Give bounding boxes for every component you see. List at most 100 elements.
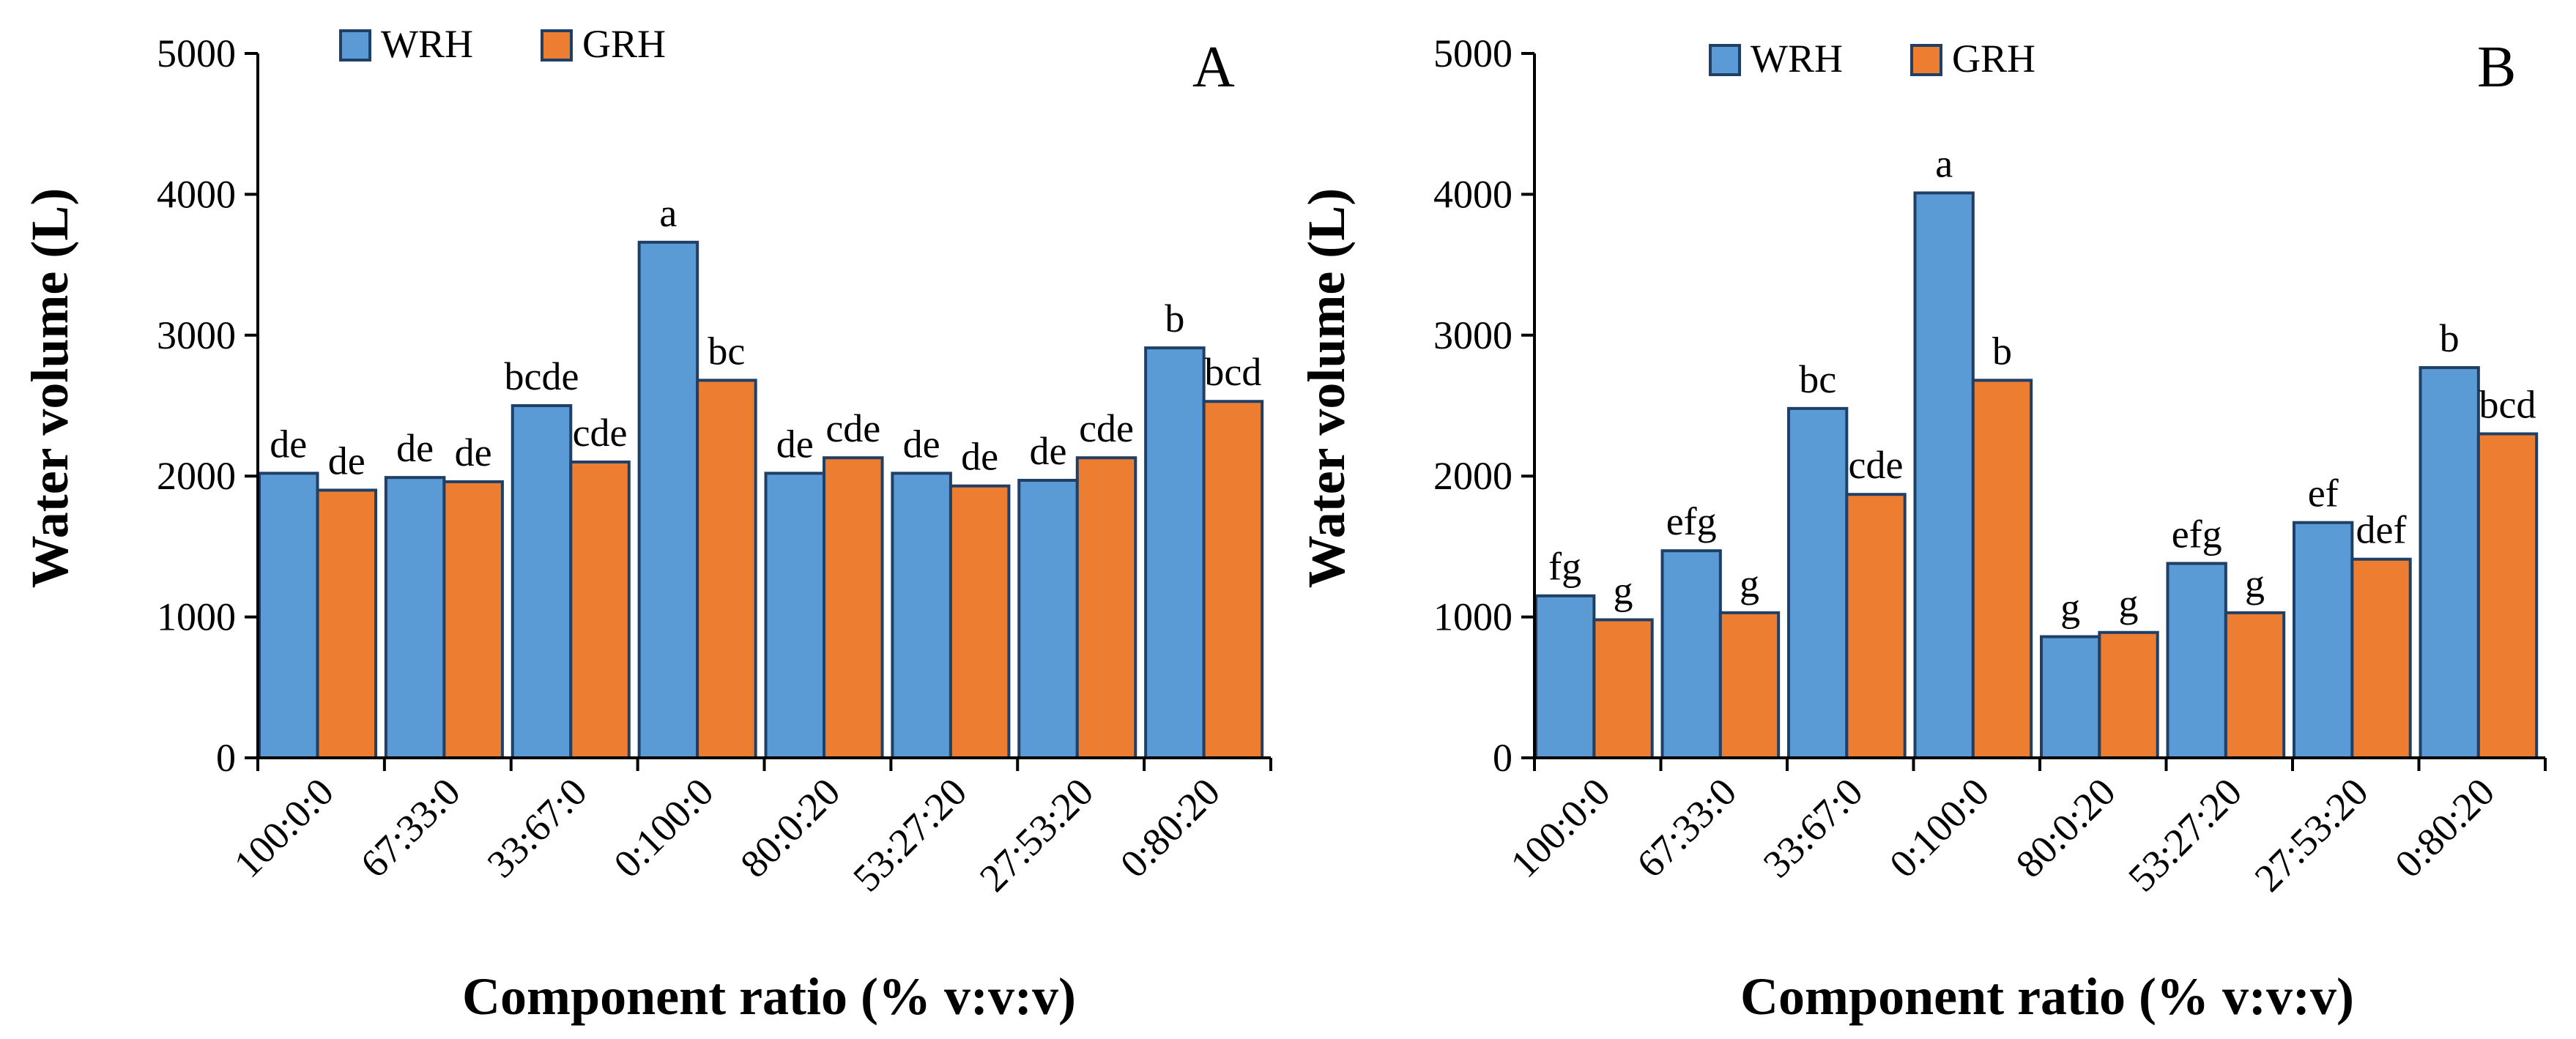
panel-b-bar-wrh-53:27:20 [2166, 562, 2227, 759]
panel-b-sig-label-wrh: fg [1548, 545, 1581, 589]
panel-b-category-label-0:80:20: 0:80:20 [2386, 770, 2503, 886]
panel-a-category-label-27:53:20: 27:53:20 [971, 770, 1102, 900]
panel-b-category-label-53:27:20: 53:27:20 [2120, 770, 2250, 900]
panel-b-legend-swatch-grh [1910, 44, 1942, 76]
panel-a-bar-grh-100:0:0 [316, 488, 378, 759]
panel-a-y-tick-label: 0 [216, 736, 236, 780]
panel-b-bar-wrh-33:67:0 [1787, 406, 1849, 760]
panel-a-sig-label-grh: bc [708, 329, 745, 373]
panel-a-sig-label-wrh: de [776, 422, 814, 466]
panel-b-category-label-80:0:20: 80:0:20 [2008, 770, 2124, 886]
panel-a-category-label-100:0:0: 100:0:0 [226, 770, 342, 886]
panel-a-category-label-53:27:20: 53:27:20 [845, 770, 975, 900]
panel-b-sig-label-wrh: bc [1799, 357, 1836, 401]
panel-b-bar-grh-0:80:20 [2476, 432, 2539, 759]
panel-a-category-label-80:0:20: 80:0:20 [732, 770, 848, 886]
panel-a-category-label-33:67:0: 33:67:0 [479, 770, 595, 886]
panel-b-bar-wrh-80:0:20 [2040, 635, 2101, 760]
panel-a-sig-label-grh: de [961, 435, 998, 479]
panel-a-bar-wrh-80:0:20 [764, 472, 826, 759]
panel-b-bar-wrh-100:0:0 [1534, 594, 1596, 759]
panel-b-sig-label-wrh: efg [1666, 499, 1717, 543]
panel-a-x-axis-title: Component ratio (% v:v:v) [462, 967, 1076, 1026]
panel-a-legend-swatch-grh [541, 29, 573, 62]
panel-b-bar-grh-67:33:0 [1718, 611, 1781, 759]
panel-b-legend-label-wrh: WRH [1751, 37, 1843, 81]
panel-b-sig-label-grh: cde [1849, 443, 1904, 487]
panel-b-bar-wrh-27:53:20 [2293, 521, 2354, 760]
panel-b-y-tick-label: 4000 [1433, 172, 1512, 216]
panel-a-y-tick-label: 1000 [157, 595, 236, 639]
panel-a-sig-label-grh: cde [573, 411, 628, 455]
panel-a-y-tick-label: 4000 [157, 172, 236, 216]
panel-a-panel-letter: A [1192, 35, 1235, 100]
panel-a-sig-label-grh: bcd [1204, 350, 1261, 394]
panel-a-bar-grh-53:27:20 [949, 484, 1011, 760]
panel-b-sig-label-grh: bcd [2479, 382, 2536, 426]
panel-b-x-axis-title: Component ratio (% v:v:v) [1740, 967, 2354, 1026]
panel-a-bar-grh-0:100:0 [696, 379, 757, 759]
panel-b-panel-letter: B [2477, 35, 2516, 100]
panel-b-y-tick-label: 0 [1493, 736, 1512, 780]
panel-a-sig-label-grh: cde [825, 406, 880, 450]
panel-a-bar-wrh-67:33:0 [384, 476, 446, 760]
panel-b-bar-grh-27:53:20 [2350, 557, 2412, 759]
panel-a-sig-label-wrh: bcde [505, 354, 579, 398]
panel-b-bar-grh-0:100:0 [1971, 379, 2033, 759]
panel-b-y-tick-label: 3000 [1433, 313, 1512, 357]
panel-b-sig-label-grh: g [1740, 562, 1759, 606]
panel-a-y-axis-title: Water volume (L) [21, 188, 79, 589]
panel-b-bar-grh-80:0:20 [2098, 630, 2159, 759]
panel-b-sig-label-grh: g [2119, 581, 2139, 625]
panel-b-sig-label-grh: def [2356, 508, 2407, 552]
panel-b-sig-label-grh: g [1614, 568, 1633, 612]
panel-b-bar-grh-53:27:20 [2224, 611, 2286, 759]
panel-a-bar-wrh-100:0:0 [258, 472, 319, 759]
panel-a-bar-grh-33:67:0 [569, 460, 631, 760]
panel-b-bar-wrh-0:80:20 [2419, 366, 2480, 759]
panel-a-sig-label-wrh: de [1030, 429, 1067, 473]
panel-b-sig-label-wrh: ef [2308, 472, 2339, 515]
panel-b-category-label-0:100:0: 0:100:0 [1881, 770, 1997, 886]
panel-b-category-label-27:53:20: 27:53:20 [2246, 770, 2377, 900]
panel-a-category-label-0:100:0: 0:100:0 [605, 770, 721, 886]
panel-a-bar-grh-67:33:0 [442, 480, 504, 759]
panel-b-sig-label-wrh: b [2440, 316, 2460, 360]
panel-a-sig-label-wrh: de [903, 422, 940, 466]
panel-b-sig-label-wrh: a [1935, 141, 1953, 185]
panel-b-bar-wrh-67:33:0 [1660, 549, 1722, 759]
panel-b-bar-wrh-0:100:0 [1913, 191, 1975, 759]
panel-a-bar-grh-80:0:20 [823, 456, 884, 759]
panel-a-category-label-0:80:20: 0:80:20 [1112, 770, 1228, 886]
panel-a-bar-wrh-27:53:20 [1017, 478, 1079, 759]
panel-a-y-tick-label: 2000 [157, 454, 236, 498]
panel-a-y-tick-label: 5000 [157, 31, 236, 75]
panel-a-bar-wrh-33:67:0 [511, 404, 573, 759]
panel-b-y-tick-label: 2000 [1433, 454, 1512, 498]
panel-b-sig-label-grh: g [2245, 562, 2265, 606]
panel-b-legend-swatch-wrh [1709, 44, 1741, 76]
panel-b-legend-label-grh: GRH [1952, 37, 2035, 81]
panel-b-bar-grh-33:67:0 [1845, 493, 1907, 759]
panel-b-sig-label-grh: b [1992, 329, 2012, 373]
panel-a-bar-wrh-0:80:20 [1144, 346, 1206, 759]
panel-b-category-label-33:67:0: 33:67:0 [1755, 770, 1871, 886]
panel-a-bar-grh-27:53:20 [1075, 456, 1137, 759]
panel-a-sig-label-wrh: a [659, 191, 677, 235]
panel-a-category-label-67:33:0: 67:33:0 [352, 770, 469, 886]
panel-a-sig-label-grh: de [328, 439, 365, 483]
panel-b-bar-grh-100:0:0 [1592, 618, 1654, 759]
panel-a-sig-label-wrh: b [1165, 297, 1184, 340]
panel-b-y-tick-label: 1000 [1433, 595, 1512, 639]
panel-b-sig-label-wrh: g [2060, 586, 2080, 630]
panel-b-sig-label-wrh: efg [2172, 512, 2222, 556]
panel-a-sig-label-grh: cde [1079, 406, 1134, 450]
panel-a-bar-wrh-53:27:20 [891, 472, 952, 759]
panel-b-y-tick-label: 5000 [1433, 31, 1512, 75]
panel-a-bar-wrh-0:100:0 [637, 240, 699, 760]
panel-a-bar-grh-0:80:20 [1202, 400, 1264, 760]
panel-a-sig-label-wrh: de [270, 422, 307, 466]
